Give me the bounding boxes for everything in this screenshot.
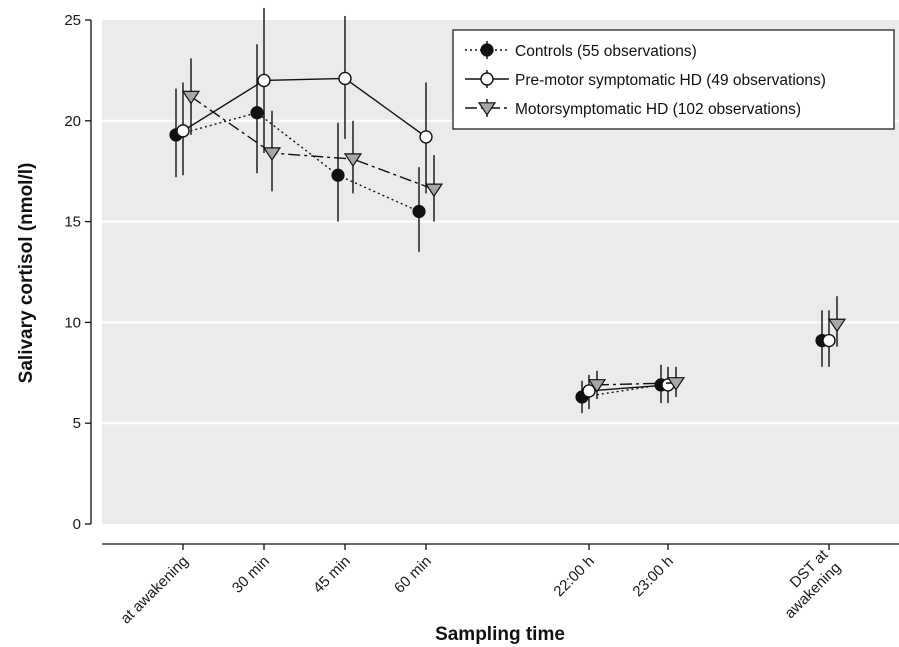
legend-label-1: Pre-motor symptomatic HD (49 observation… — [515, 72, 826, 89]
x-tick-label-line: 23:00 h — [629, 553, 676, 600]
series-0-point-3 — [412, 204, 426, 219]
series-1-point-0 — [176, 124, 190, 138]
legend: Controls (55 observations) Pre-motor symp… — [452, 29, 895, 130]
x-tick-label-1: 30 min — [229, 553, 273, 597]
legend-swatch-marker-0 — [480, 43, 494, 57]
legend-label-0: Controls (55 observations) — [515, 43, 697, 60]
series-2-point-3 — [424, 183, 444, 198]
legend-swatch-marker-2 — [477, 102, 497, 116]
series-2-line-1 — [596, 382, 677, 386]
series-2-point-5 — [666, 377, 686, 391]
legend-box — [452, 29, 895, 130]
series-0-point-2 — [331, 168, 345, 182]
x-tick-label-line: 30 min — [229, 553, 273, 597]
y-axis-title: Salivary cortisol (nmol/l) — [16, 163, 37, 384]
series-1-point-3 — [419, 130, 433, 144]
x-tick-label-2: 45 min — [310, 553, 354, 597]
series-1-line-0 — [182, 77, 427, 138]
series-0-line-0 — [175, 111, 420, 213]
y-tick-label-25: 25 — [64, 12, 81, 29]
series-1-point-6 — [822, 333, 836, 348]
x-tick-label-6: DST atawakening — [769, 546, 845, 622]
x-tick-labels: at awakening 30 min 45 min 60 min 22:00 h 23:… — [117, 546, 844, 627]
axes — [85, 19, 899, 550]
x-axis-title: Sampling time — [435, 624, 565, 645]
series-2-point-2 — [343, 153, 363, 167]
y-tick-label-10: 10 — [64, 314, 81, 331]
x-tick-label-5: 23:00 h — [629, 553, 676, 600]
series-1-point-2 — [338, 71, 352, 86]
series-2-point-4 — [587, 379, 607, 393]
data-series — [169, 7, 847, 414]
legend-label-2: Motorsymptomatic HD (102 observations) — [515, 101, 801, 118]
series-2-line-0 — [190, 96, 435, 190]
series-1-line-1 — [588, 384, 669, 392]
y-tick-label-20: 20 — [64, 113, 81, 130]
series-2-point-1 — [262, 147, 282, 161]
y-tick-labels: 0 5 10 15 20 25 — [64, 12, 81, 533]
x-tick-label-4: 22:00 h — [550, 553, 597, 600]
series-1-point-1 — [257, 73, 271, 88]
series-2 — [181, 58, 847, 400]
x-tick-label-0: at awakening — [117, 553, 192, 628]
series-1-point-4 — [582, 384, 596, 398]
series-2-point-0 — [181, 90, 201, 105]
x-tick-label-line: 22:00 h — [550, 553, 597, 600]
legend-swatch-marker-1 — [480, 72, 494, 86]
y-tick-label-5: 5 — [73, 415, 81, 432]
x-tick-label-line: 60 min — [391, 553, 435, 597]
series-0-point-1 — [250, 106, 264, 120]
y-tick-label-15: 15 — [64, 214, 81, 231]
x-tick-label-3: 60 min — [391, 553, 435, 597]
x-tick-label-line: at awakening — [117, 553, 192, 628]
y-tick-label-0: 0 — [73, 516, 81, 533]
x-tick-label-line: 45 min — [310, 553, 354, 597]
series-2-point-6 — [827, 318, 847, 333]
